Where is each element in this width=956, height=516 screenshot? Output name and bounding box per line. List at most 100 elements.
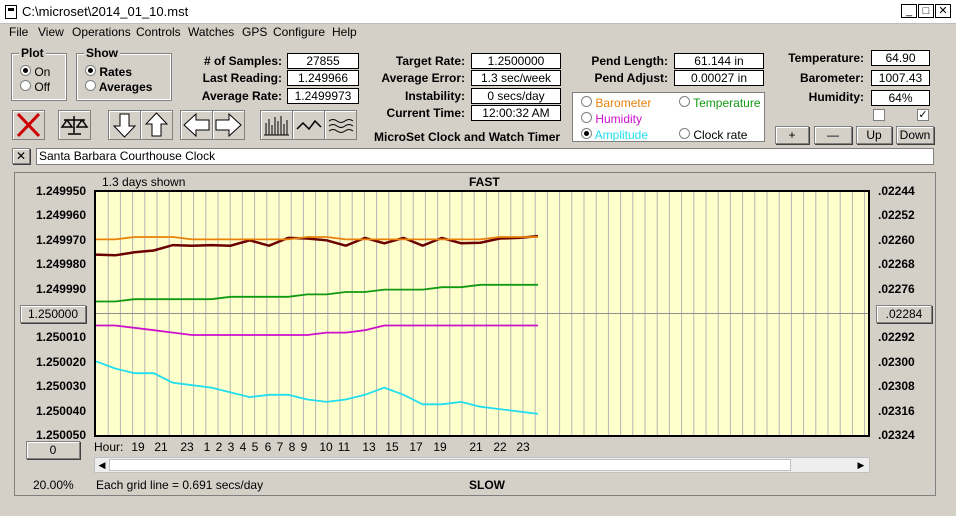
- plot-group-title: Plot: [19, 46, 46, 60]
- target-rate-label: Target Rate:: [395, 54, 465, 68]
- show-averages-radio[interactable]: Averages: [85, 80, 152, 94]
- title-bar: C:\microset\2014_01_10.mst _ □ ✕: [0, 0, 956, 24]
- left-tick-label: 1.249990: [35, 281, 86, 296]
- hour-label: Hour:: [94, 440, 124, 454]
- x-tick-label: 13: [362, 440, 376, 454]
- radio-selected-icon: [581, 128, 592, 139]
- maximize-button[interactable]: □: [918, 4, 934, 18]
- barometer-label: Barometer:: [799, 71, 864, 85]
- radio-icon: [679, 128, 690, 139]
- x-tick-label: 15: [385, 440, 399, 454]
- plot-off-label: Off: [34, 80, 51, 94]
- target-rate-value[interactable]: 1.2500000: [471, 53, 561, 69]
- wave-graph-button[interactable]: [324, 110, 357, 140]
- right-tick-label: .02308: [878, 379, 915, 394]
- right-tick-label: .02300: [878, 354, 915, 369]
- radio-icon: [85, 80, 96, 91]
- sensor-clockrate-radio[interactable]: Clock rate: [679, 128, 747, 142]
- last-reading-label: Last Reading:: [202, 71, 282, 85]
- series-line-temperature: [96, 283, 538, 303]
- left-tick-label: 1.249950: [35, 184, 86, 198]
- balance-scale-icon: [60, 116, 89, 135]
- up-button[interactable]: Up: [856, 126, 892, 144]
- show-rates-radio[interactable]: Rates: [85, 65, 132, 79]
- menu-view[interactable]: View: [38, 25, 64, 39]
- sensor-amplitude-radio[interactable]: Amplitude: [581, 128, 648, 142]
- window-title: C:\microset\2014_01_10.mst: [22, 4, 189, 19]
- menu-help[interactable]: Help: [332, 25, 357, 39]
- right-tick-label: .02244: [878, 184, 915, 198]
- radio-icon: [581, 112, 592, 123]
- right-tick-label: .02268: [878, 257, 915, 272]
- arrow-right-icon: [215, 112, 242, 138]
- time-scrollbar[interactable]: ◀ ▶: [94, 457, 870, 473]
- x-tick-label: 21: [154, 440, 168, 454]
- plot-off-radio[interactable]: Off: [20, 80, 50, 94]
- minimize-button[interactable]: _: [901, 4, 917, 18]
- down-button[interactable]: Down: [896, 126, 934, 144]
- x-tick-label: 17: [409, 440, 423, 454]
- right-axis-center-button[interactable]: .02284: [876, 305, 932, 323]
- sensor-temperature-radio[interactable]: Temperature: [679, 96, 761, 110]
- option-checkbox-1[interactable]: [873, 109, 885, 121]
- stop-button[interactable]: [12, 110, 45, 140]
- x-tick-label: 21: [469, 440, 483, 454]
- x-tick-label: 9: [300, 440, 308, 454]
- option-checkbox-2[interactable]: ✓: [917, 109, 929, 121]
- menu-operations[interactable]: Operations: [72, 25, 131, 39]
- left-tick-label: 1.250020: [35, 354, 86, 369]
- move-up-button[interactable]: [140, 110, 173, 140]
- x-tick-label: 23: [180, 440, 194, 454]
- clear-name-button[interactable]: ✕: [12, 148, 30, 164]
- pend-length-value[interactable]: 61.144 in: [674, 53, 764, 69]
- clock-name-input[interactable]: Santa Barbara Courthouse Clock: [36, 148, 934, 165]
- left-axis-center-button[interactable]: 1.250000: [20, 305, 86, 323]
- bar-graph-button[interactable]: [260, 110, 293, 140]
- amplitude-option-label: Amplitude: [594, 128, 649, 142]
- right-tick-label: .02276: [878, 281, 915, 296]
- x-tick-label: 2: [215, 440, 223, 454]
- plot-area: [94, 190, 870, 437]
- left-tick-label: 1.249960: [35, 208, 86, 223]
- line-graph-button[interactable]: [292, 110, 325, 140]
- plot-on-radio[interactable]: On: [20, 65, 50, 79]
- move-down-button[interactable]: [108, 110, 141, 140]
- right-tick-label: .02316: [878, 403, 915, 418]
- plot-on-label: On: [34, 65, 51, 79]
- humidity-option-label: Humidity: [595, 112, 643, 126]
- scroll-thumb[interactable]: [109, 459, 791, 471]
- plus-button[interactable]: +: [775, 126, 809, 144]
- close-button[interactable]: ✕: [935, 4, 951, 18]
- menu-configure[interactable]: Configure: [273, 25, 326, 39]
- x-tick-label: 5: [251, 440, 259, 454]
- app-subtitle: MicroSet Clock and Watch Timer: [374, 130, 561, 144]
- slow-label: SLOW: [469, 478, 505, 492]
- radio-icon: [679, 96, 690, 107]
- left-tick-label: 1.250030: [35, 379, 86, 394]
- menu-gps[interactable]: GPS: [242, 25, 268, 39]
- x-tick-label: 10: [319, 440, 333, 454]
- temperature-value: 64.90: [871, 50, 930, 66]
- offset-button[interactable]: 0: [26, 441, 80, 459]
- move-left-button[interactable]: [180, 110, 213, 140]
- move-right-button[interactable]: [212, 110, 245, 140]
- scroll-left-icon[interactable]: ◀: [98, 460, 106, 470]
- right-tick-label: .02252: [878, 208, 915, 223]
- sensor-humidity-radio[interactable]: Humidity: [581, 112, 642, 126]
- clockrate-option-label: Clock rate: [693, 128, 748, 142]
- scroll-right-icon[interactable]: ▶: [857, 460, 865, 470]
- menu-watches[interactable]: Watches: [188, 25, 235, 39]
- x-tick-label: 8: [288, 440, 296, 454]
- sensor-barometer-radio[interactable]: Barometer: [581, 96, 651, 110]
- menu-file[interactable]: File: [9, 25, 29, 39]
- wave-graph-icon: [328, 119, 354, 133]
- balance-button[interactable]: [58, 110, 91, 140]
- barometer-value: 1007.43: [871, 70, 930, 86]
- left-tick-label: 1.250040: [35, 403, 86, 418]
- menu-controls[interactable]: Controls: [136, 25, 181, 39]
- right-tick-label: .02292: [878, 330, 915, 345]
- minus-button[interactable]: —: [814, 126, 852, 144]
- right-tick-label: .02260: [878, 232, 915, 247]
- samples-value: 27855: [287, 53, 359, 69]
- left-tick-label: 1.249980: [35, 257, 86, 272]
